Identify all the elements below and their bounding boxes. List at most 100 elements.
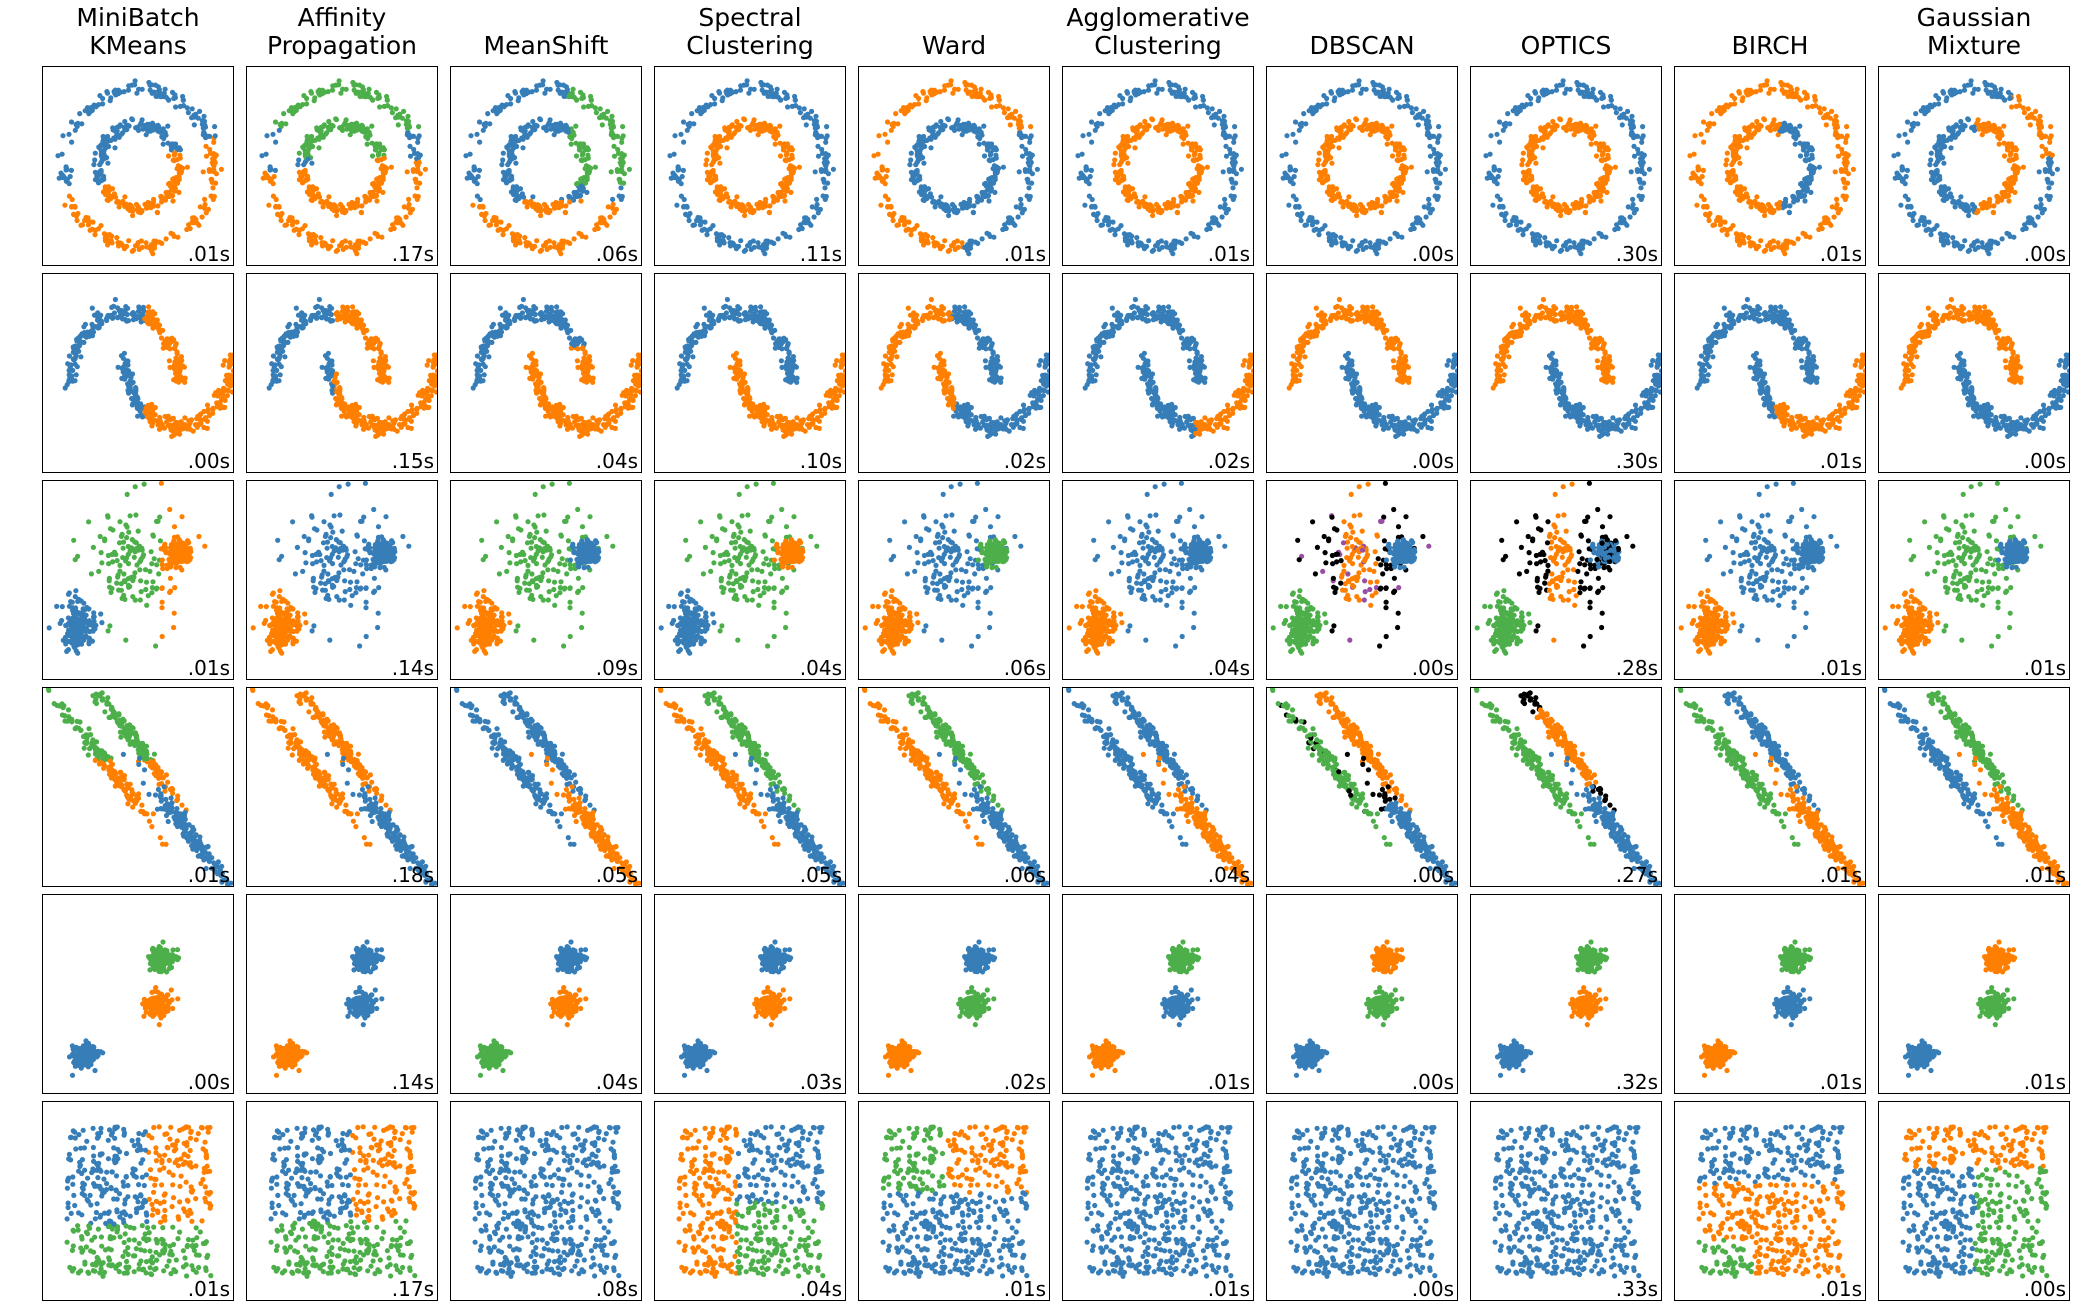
data-point xyxy=(820,193,826,199)
data-point xyxy=(774,86,780,92)
data-point xyxy=(205,206,211,212)
data-point xyxy=(1153,243,1159,249)
data-point xyxy=(1150,212,1156,219)
data-point xyxy=(1929,104,1935,110)
data-point xyxy=(320,134,326,140)
data-point xyxy=(1175,203,1181,209)
data-point xyxy=(208,193,214,199)
data-point xyxy=(566,194,573,200)
scatter-plot xyxy=(1075,78,1244,257)
data-point xyxy=(1536,137,1542,143)
data-point xyxy=(168,230,174,236)
data-point xyxy=(1413,106,1419,112)
data-point xyxy=(301,93,307,99)
data-point xyxy=(1781,120,1788,126)
data-point xyxy=(351,126,357,132)
data-point xyxy=(1005,115,1011,121)
data-point xyxy=(1541,194,1547,200)
data-point xyxy=(766,210,772,216)
data-point xyxy=(1180,141,1186,147)
data-point xyxy=(751,208,757,214)
data-point xyxy=(66,181,72,187)
data-point xyxy=(1985,90,1991,96)
data-point xyxy=(1835,143,1841,149)
data-point xyxy=(706,176,712,182)
data-point xyxy=(1731,177,1737,183)
data-point xyxy=(698,111,704,117)
data-point xyxy=(1367,205,1374,211)
data-point xyxy=(379,175,386,181)
data-point xyxy=(562,210,568,216)
data-point xyxy=(680,119,687,125)
data-point xyxy=(2004,230,2010,236)
data-point xyxy=(1316,150,1322,156)
data-point xyxy=(1806,145,1812,151)
data-point xyxy=(713,156,719,162)
data-point xyxy=(1758,238,1764,244)
data-point xyxy=(416,124,422,130)
data-point xyxy=(509,156,515,162)
data-point xyxy=(304,133,310,140)
data-point xyxy=(321,240,327,246)
data-point xyxy=(133,201,140,208)
data-point xyxy=(1736,90,1743,96)
data-point xyxy=(1925,107,1931,113)
data-point xyxy=(547,117,553,123)
data-point xyxy=(544,246,550,252)
data-point xyxy=(811,214,817,220)
data-point xyxy=(1533,133,1539,140)
data-point xyxy=(876,173,883,179)
data-point xyxy=(762,251,768,257)
data-point xyxy=(263,151,269,157)
data-point xyxy=(312,95,318,101)
data-point xyxy=(1694,202,1700,208)
data-point xyxy=(1013,108,1019,114)
data-point xyxy=(1169,120,1176,126)
data-point xyxy=(1941,160,1947,166)
data-point xyxy=(1783,203,1789,209)
data-point xyxy=(1326,145,1332,151)
data-point xyxy=(360,239,366,245)
data-point xyxy=(1991,203,1997,209)
data-point xyxy=(1941,242,1947,248)
data-point xyxy=(357,93,363,99)
column-title: BIRCH xyxy=(1660,32,1880,60)
data-point xyxy=(1392,230,1398,236)
data-point xyxy=(1639,139,1645,145)
data-point xyxy=(1521,104,1527,110)
data-point xyxy=(1938,145,1944,151)
data-point xyxy=(1593,140,1599,146)
data-point xyxy=(959,205,966,211)
data-point xyxy=(1167,82,1173,88)
data-point xyxy=(1379,203,1385,209)
data-point xyxy=(1968,78,1974,84)
data-point xyxy=(761,120,768,126)
data-point xyxy=(781,186,787,192)
data-point xyxy=(296,232,302,238)
data-point xyxy=(1382,194,1389,200)
data-point xyxy=(2047,167,2053,174)
data-point xyxy=(1591,94,1597,100)
data-point xyxy=(713,173,719,179)
data-point xyxy=(1229,176,1235,183)
data-point xyxy=(1701,139,1707,145)
data-point xyxy=(369,153,376,159)
data-point xyxy=(1833,129,1839,135)
data-point xyxy=(990,145,996,151)
data-point xyxy=(378,145,384,151)
data-point xyxy=(133,243,139,249)
data-point xyxy=(155,126,161,132)
data-point xyxy=(2054,166,2060,172)
data-point xyxy=(1194,145,1200,151)
data-point xyxy=(603,115,609,121)
data-point xyxy=(937,89,943,95)
data-point xyxy=(1909,213,1915,219)
data-point xyxy=(971,89,977,95)
data-point xyxy=(184,164,190,170)
data-point xyxy=(1759,207,1765,214)
data-point xyxy=(890,217,896,224)
data-point xyxy=(1494,131,1500,137)
data-point xyxy=(815,153,822,159)
data-point xyxy=(2023,225,2029,232)
data-point xyxy=(1088,119,1095,125)
